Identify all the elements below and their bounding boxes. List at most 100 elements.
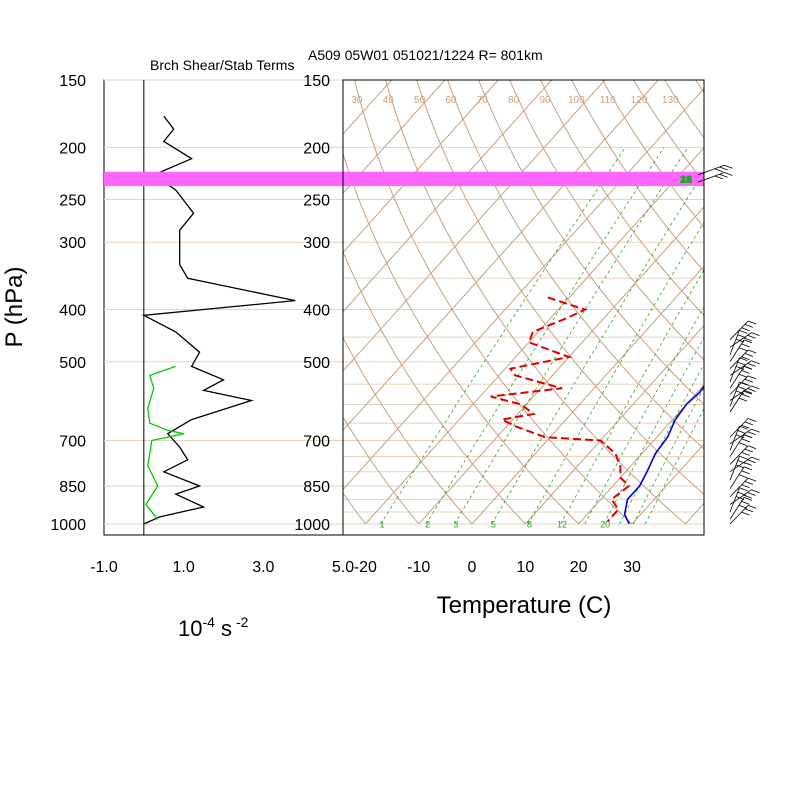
right-y-tick-label: 700	[303, 434, 330, 451]
wind-barb-feather	[747, 349, 757, 354]
wind-barb	[729, 434, 753, 457]
left-x-tick-label: 3.0	[252, 559, 274, 576]
left-y-tick-label: 200	[59, 140, 86, 157]
dry-adiabat-line	[169, 80, 312, 524]
right-pressure-tick-labels: 150 200 250 300 400 500 700 850 1000	[294, 73, 330, 534]
left-chart-title: Brch Shear/Stab Terms	[150, 57, 294, 73]
wind-barb	[729, 477, 757, 498]
isotherm-line	[343, 80, 499, 254]
dry-adiabat-line	[633, 80, 704, 184]
wind-barb-feather	[737, 430, 746, 434]
secondary-profile	[144, 365, 184, 520]
mixing-ratio-label-upper: 32	[680, 174, 692, 186]
dry-adiabat-line	[354, 80, 633, 525]
dry-adiabat-line	[695, 80, 704, 94]
wind-barb-feather	[741, 393, 750, 398]
temperature-profile	[623, 384, 704, 525]
isotherm-line	[343, 80, 446, 195]
isotherm-line	[343, 80, 659, 432]
wind-barb-feather	[747, 445, 757, 450]
wind-barb-staff	[729, 497, 745, 520]
wind-barb-feather	[737, 334, 746, 339]
mixing-ratio-label-upper: 20	[680, 174, 692, 186]
isotherm-line	[739, 80, 800, 524]
left-x-tick-label: 1.0	[173, 559, 195, 576]
wind-barb-feather	[737, 361, 746, 366]
dry-adiabat-label: 120	[631, 95, 648, 106]
isotherm-line	[524, 324, 704, 525]
wind-barb	[729, 360, 760, 376]
wind-barb-feather	[751, 489, 760, 494]
right-y-tick-label: 500	[303, 355, 330, 372]
wind-barb-feather	[743, 497, 753, 501]
mixing-ratio-label-upper: 28	[680, 174, 692, 186]
dry-adiabat-label: 90	[539, 95, 551, 106]
left-y-tick-label: 500	[59, 355, 86, 372]
left-y-tick-labels: 150 200 250 300 400 500 700 850 1000	[50, 73, 86, 534]
wind-barb-feather	[743, 494, 752, 499]
wind-barb-feather	[739, 425, 748, 430]
left-x-axis-label: 10-4 s -2	[178, 614, 249, 641]
left-x-tick-label: 5.0	[332, 559, 354, 576]
wind-barb	[729, 428, 760, 445]
highlight-band	[104, 171, 704, 187]
mixing-ratio-label-upper: 24	[680, 174, 693, 186]
wind-barb-feather	[747, 334, 756, 339]
wind-barb-feather	[741, 343, 750, 348]
left-y-tick-label: 850	[59, 479, 86, 496]
wind-barb-feather	[719, 166, 728, 171]
isotherm-line	[578, 383, 704, 525]
mixing-ratio-lines	[380, 147, 704, 525]
wind-barb-feather	[747, 388, 756, 392]
wind-barb-feather	[738, 347, 748, 352]
right-y-tick-label: 850	[303, 479, 330, 496]
wind-barb-feather	[741, 500, 750, 505]
wind-barb-feather	[744, 448, 753, 453]
wind-barb-feather	[738, 474, 748, 479]
dry-adiabat-lines	[169, 80, 704, 525]
wind-barb	[729, 466, 753, 489]
wind-barb	[729, 445, 757, 465]
wind-barb-feather	[747, 375, 757, 380]
wind-barb-feather	[743, 390, 752, 395]
mixing-ratio-line	[454, 147, 689, 525]
left-x-tick-labels: -1.0 1.0 3.0 5.0	[90, 559, 354, 576]
wind-barb-feather	[739, 330, 748, 334]
wind-barb-feather	[743, 466, 753, 471]
wind-barb-feather	[741, 452, 750, 456]
isotherm-line	[0, 80, 338, 524]
wind-barb-feather	[751, 332, 760, 336]
mixing-ratio-label-lower: 5	[491, 520, 496, 530]
isotherm-line	[418, 206, 704, 525]
wind-barb-feather	[751, 385, 760, 390]
isotherm-line	[0, 80, 285, 524]
wind-barb-feather	[747, 492, 756, 496]
dry-adiabat-line	[385, 80, 686, 525]
wind-barb-feather	[739, 487, 748, 492]
temperature-tick-label: 20	[570, 559, 588, 576]
wind-barb-feather	[747, 459, 756, 464]
wind-barb	[697, 164, 733, 176]
wind-barbs	[697, 164, 760, 525]
wind-barb-feather	[714, 168, 723, 173]
wind-barb	[729, 330, 748, 355]
right-y-tick-label: 150	[303, 73, 330, 90]
wind-barb	[729, 455, 748, 481]
left-y-tick-label: 700	[59, 434, 86, 451]
mixing-ratio-line	[425, 147, 665, 525]
dry-adiabat-label: 110	[600, 95, 616, 106]
wind-barb-feather	[744, 508, 753, 513]
wind-barb-feather	[741, 484, 750, 489]
wind-barb-feather	[714, 175, 723, 180]
isotherm-line	[471, 265, 704, 525]
mixing-ratio-label-lower: 12	[557, 520, 567, 530]
dry-adiabat-label: 130	[662, 95, 679, 106]
right-chart-title: A509 05W01 051021/1224 R= 801km	[308, 47, 543, 63]
isotherm-line	[631, 443, 704, 525]
left-y-axis-label: P (hPa)	[1, 267, 28, 348]
mixing-ratio-label-upper: 16	[680, 174, 692, 186]
dry-adiabat-line	[447, 80, 704, 450]
wind-barb-feather	[747, 418, 757, 422]
dry-adiabat-line	[343, 336, 473, 525]
